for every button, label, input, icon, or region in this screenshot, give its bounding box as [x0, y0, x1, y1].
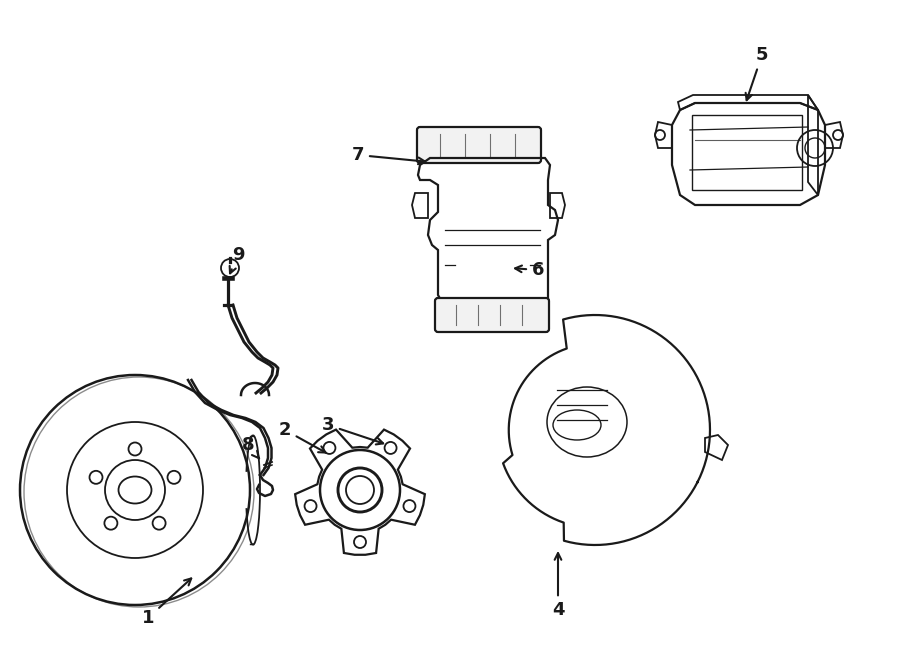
- Circle shape: [384, 442, 397, 454]
- FancyBboxPatch shape: [435, 298, 549, 332]
- Circle shape: [403, 500, 416, 512]
- Circle shape: [304, 500, 317, 512]
- Text: 4: 4: [552, 553, 564, 619]
- Circle shape: [323, 442, 336, 454]
- Text: 6: 6: [515, 261, 544, 279]
- Circle shape: [354, 536, 366, 548]
- Text: 2: 2: [279, 421, 326, 453]
- Text: 8: 8: [242, 436, 259, 459]
- Text: 1: 1: [142, 578, 191, 627]
- FancyBboxPatch shape: [417, 127, 541, 163]
- Text: 3: 3: [322, 416, 383, 444]
- Text: 5: 5: [745, 46, 769, 100]
- Text: 9: 9: [230, 246, 244, 273]
- Text: 7: 7: [352, 146, 425, 164]
